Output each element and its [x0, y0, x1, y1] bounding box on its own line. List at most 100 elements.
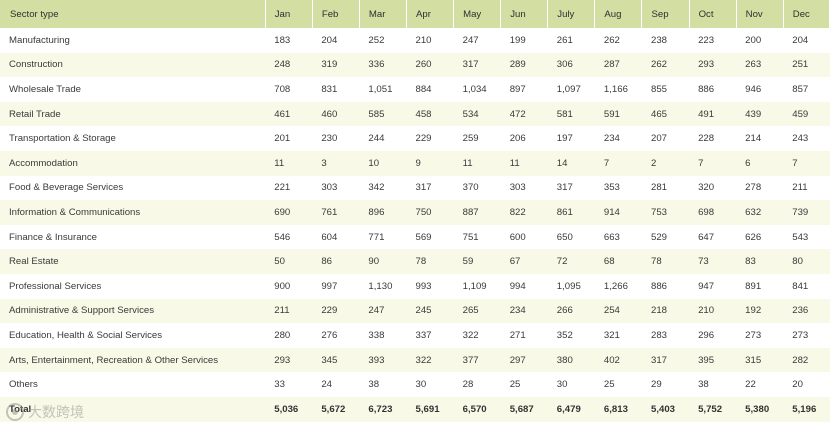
table-cell: 753	[641, 200, 690, 225]
table-cell: 353	[603, 182, 620, 194]
table-row: Real Estate 50 86 90 78 59 67 72 68 78 73 83 80	[0, 249, 830, 274]
table-cell: 297	[500, 347, 548, 373]
table-row: Professional Services 900 997 1,130 993 1,109…	[0, 274, 830, 299]
table-cell: 322	[406, 347, 454, 373]
table-cell: 214	[745, 133, 762, 145]
table-cell: 30	[556, 379, 568, 391]
table-cell: 287	[594, 52, 642, 78]
table-cell: 632	[736, 200, 784, 225]
table-row: Arts, Entertainment, Recreation & Other …	[0, 347, 830, 373]
table-cell: 9	[406, 150, 454, 176]
sector-label: Accommodation	[0, 150, 266, 176]
table-cell: 5,752	[689, 396, 737, 422]
table-cell: 914	[594, 200, 642, 225]
table-cell: 210	[689, 298, 737, 324]
table-cell: 244	[368, 133, 385, 145]
table-cell: 72	[547, 249, 595, 274]
table-cell: 855	[650, 83, 667, 95]
table-cell: 278	[745, 182, 762, 194]
table-cell: 197	[556, 133, 573, 145]
table-cell: 1,266	[603, 280, 628, 292]
table-cell: 293	[265, 347, 313, 373]
table-cell: 761	[312, 200, 360, 225]
table-cell: 884	[415, 83, 432, 95]
table-cell: 247	[359, 298, 407, 324]
table-cell: 380	[547, 347, 595, 373]
table-row: Accommodation 11 3 10 9 11 11 14 7 2 7 6 7	[0, 150, 830, 176]
table-cell: 2	[641, 150, 690, 176]
column-header-oct: Oct	[689, 0, 737, 28]
table-cell: 221	[274, 182, 291, 194]
table-cell: 211	[792, 182, 808, 194]
table-cell: 78	[641, 249, 690, 274]
table-cell: 262	[641, 52, 690, 78]
table-cell: 491	[689, 101, 737, 127]
table-cell: 534	[453, 101, 501, 127]
table-cell: 585	[359, 101, 407, 127]
table-cell: 266	[547, 298, 595, 324]
table-cell: 6	[736, 150, 784, 176]
column-header-july: July	[547, 0, 596, 28]
table-cell: 211	[265, 298, 313, 324]
table-cell: 896	[359, 200, 407, 225]
sector-label: Food & Beverage Services	[9, 182, 124, 194]
table-cell: 228	[698, 133, 715, 145]
table-cell: 261	[556, 34, 573, 46]
table-cell: 997	[321, 280, 338, 292]
table-cell: 3	[312, 150, 360, 176]
table-cell: 460	[312, 101, 360, 127]
table-cell: 25	[509, 379, 521, 391]
table-cell: 6,813	[594, 396, 642, 422]
table-cell: 276	[321, 329, 338, 341]
table-cell: 604	[321, 231, 338, 243]
table-cell: 647	[698, 231, 715, 243]
table-cell: 229	[415, 133, 432, 145]
table-cell: 317	[641, 347, 690, 373]
table-row: Administrative & Support Services 211 229 2…	[0, 298, 830, 324]
table-cell: 68	[594, 249, 642, 274]
table-cell: 11	[453, 150, 501, 176]
column-header-sep: Sep	[641, 0, 690, 28]
table-cell: 900	[274, 280, 291, 292]
table-cell: 581	[547, 101, 595, 127]
sector-label: Education, Health & Social Services	[9, 329, 163, 341]
column-header-apr: Apr	[406, 0, 455, 28]
table-cell: 1,166	[603, 83, 628, 95]
table-cell: 370	[462, 182, 479, 194]
table-cell: 73	[689, 249, 737, 274]
table-cell: 336	[359, 52, 407, 78]
table-cell: 591	[594, 101, 642, 127]
table-cell: 293	[689, 52, 737, 78]
table-cell: 10	[359, 150, 407, 176]
table-cell: 822	[500, 200, 548, 225]
table-cell: 891	[745, 280, 762, 292]
table-cell: 280	[274, 329, 291, 341]
table-cell: 337	[415, 329, 432, 341]
table-cell: 7	[594, 150, 642, 176]
table-cell: 22	[745, 379, 756, 391]
table-cell: 886	[650, 280, 667, 292]
table-cell: 402	[594, 347, 642, 373]
table-cell: 24	[321, 379, 332, 391]
table-cell: 946	[745, 83, 762, 95]
table-cell: 5,196	[783, 396, 830, 422]
table-cell: 14	[547, 150, 595, 176]
table-cell: 254	[594, 298, 642, 324]
table-row: Education, Health & Social Services 280 27…	[0, 323, 830, 348]
column-header-jan: Jan	[265, 0, 313, 28]
column-header-jun: Jun	[500, 0, 549, 28]
table-cell: 200	[745, 34, 762, 46]
table-cell: 78	[406, 249, 454, 274]
table-cell: 33	[274, 379, 285, 391]
sector-label: Total	[0, 396, 266, 422]
table-cell: 1,095	[556, 280, 581, 292]
table-cell: 319	[312, 52, 360, 78]
table-cell: 229	[312, 298, 360, 324]
table-cell: 252	[368, 34, 385, 46]
table-cell: 6,570	[453, 396, 501, 422]
table-row: Retail Trade 461 460 585 458 534 472 581 591 465 4…	[0, 101, 830, 127]
table-cell: 306	[547, 52, 595, 78]
table-cell: 1,130	[368, 280, 393, 292]
table-cell: 650	[556, 231, 573, 243]
table-cell: 262	[603, 34, 620, 46]
